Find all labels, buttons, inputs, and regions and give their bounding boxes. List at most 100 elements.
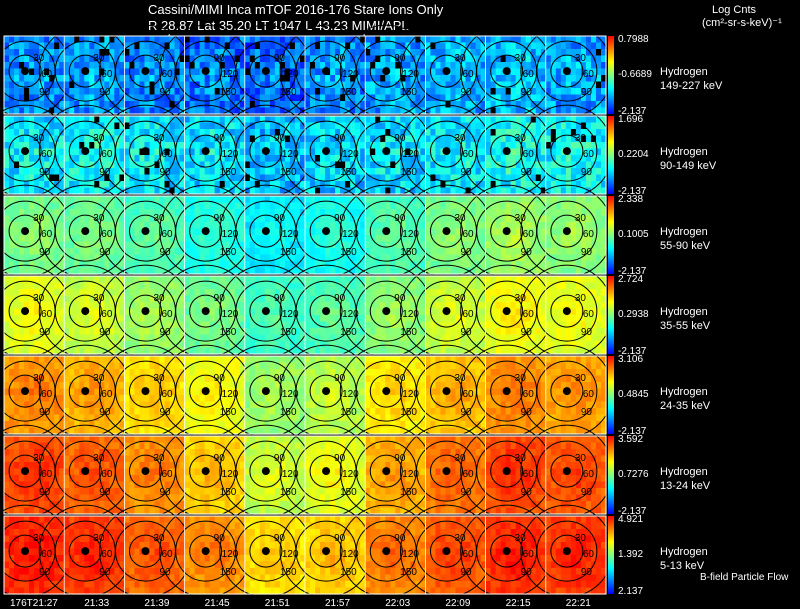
- contour-label: 60: [583, 309, 595, 320]
- heatmap-cell: [0, 104, 72, 198]
- contour-label: 120: [222, 229, 239, 240]
- field-marker: [322, 307, 331, 316]
- field-marker: [502, 547, 511, 556]
- colorbar-min: -2.137: [618, 106, 647, 117]
- heatmap-cell: [98, 264, 192, 358]
- heatmap-cell: [38, 184, 132, 278]
- colorbar-min: -2.137: [618, 186, 647, 197]
- heatmap-cell: [38, 504, 132, 598]
- field-marker: [21, 547, 30, 556]
- field-marker: [382, 307, 391, 316]
- contour-label: 30: [454, 133, 466, 144]
- contour-line: [8, 374, 42, 408]
- contour-line: [309, 54, 343, 88]
- contour-label: 30: [575, 293, 587, 304]
- field-marker: [201, 547, 210, 556]
- contour-label: 150: [280, 87, 297, 98]
- contour-label: 60: [583, 69, 595, 80]
- contour-label: 60: [161, 149, 173, 160]
- heatmap-cell: [0, 504, 72, 598]
- contour-label: 120: [342, 469, 359, 480]
- contour-label: 30: [575, 213, 587, 224]
- field-marker: [201, 467, 210, 476]
- field-marker: [81, 147, 90, 156]
- contour-label: 90: [334, 133, 346, 144]
- contour-label: 60: [462, 549, 474, 560]
- contour-label: 60: [161, 229, 173, 240]
- contour-label: 60: [101, 149, 113, 160]
- contour-label: 150: [220, 327, 237, 338]
- contour-label: 120: [402, 149, 419, 160]
- energy-range-label: 90-149 keV: [660, 160, 717, 172]
- contour-label: 120: [282, 149, 299, 160]
- colorbar-max: 4.921: [618, 514, 644, 525]
- field-marker: [81, 467, 90, 476]
- heatmap-cell: [38, 24, 132, 118]
- contour-label: 60: [101, 309, 113, 320]
- contour-line: [128, 374, 162, 408]
- contour-line: [490, 54, 524, 88]
- contour-label: 30: [515, 213, 527, 224]
- time-label: 21:45: [204, 598, 230, 609]
- field-marker: [201, 387, 210, 396]
- energy-range-label: 13-24 keV: [660, 480, 711, 492]
- contour-line: [8, 454, 42, 488]
- contour-line: [536, 120, 598, 182]
- field-marker: [382, 67, 391, 76]
- contour-label: 30: [515, 133, 527, 144]
- heatmap-cell: [520, 424, 614, 518]
- heatmap-cell: [98, 504, 192, 598]
- contour-label: 30: [575, 133, 587, 144]
- contour-label: 60: [523, 229, 535, 240]
- contour-label: 120: [282, 549, 299, 560]
- contour-line: [128, 54, 162, 88]
- contour-line: [536, 280, 598, 342]
- contour-label: 150: [340, 567, 357, 578]
- contour-label: 120: [342, 229, 359, 240]
- contour-label: 60: [523, 69, 535, 80]
- contour-label: 90: [334, 453, 346, 464]
- energy-range-label: 24-35 keV: [660, 400, 711, 412]
- contour-label: 150: [400, 87, 417, 98]
- contour-label: 30: [33, 453, 45, 464]
- field-marker: [322, 467, 331, 476]
- colorbar-max: 0.7988: [618, 34, 649, 45]
- contour-label: 30: [575, 373, 587, 384]
- field-marker: [562, 467, 571, 476]
- heatmap-cell: [0, 264, 72, 358]
- heatmap-cell: [460, 184, 554, 278]
- contour-label: 60: [161, 389, 173, 400]
- contour-label: 60: [583, 389, 595, 400]
- contour-label: 90: [581, 327, 593, 338]
- contour-label: 60: [161, 309, 173, 320]
- contour-label: 60: [523, 389, 535, 400]
- time-label: 22:03: [385, 598, 411, 609]
- field-marker: [442, 387, 451, 396]
- contour-label: 90: [394, 213, 406, 224]
- contour-line: [490, 454, 524, 488]
- contour-label: 150: [280, 567, 297, 578]
- field-marker: [261, 547, 270, 556]
- contour-line: [8, 54, 42, 88]
- contour-label: 120: [402, 69, 419, 80]
- contour-label: 90: [274, 453, 286, 464]
- colorbar-mid: 0.2204: [618, 149, 649, 160]
- contour-line: [189, 214, 223, 248]
- field-marker: [322, 547, 331, 556]
- contour-label: 90: [214, 373, 226, 384]
- contour-label: 150: [280, 407, 297, 418]
- contour-label: 90: [581, 407, 593, 418]
- time-label: 176T21:27: [10, 598, 58, 609]
- contour-label: 150: [220, 567, 237, 578]
- contour-label: 60: [523, 309, 535, 320]
- contour-line: [189, 374, 223, 408]
- contour-label: 90: [214, 293, 226, 304]
- contour-label: 120: [222, 69, 239, 80]
- energy-range-label: 149-227 keV: [660, 80, 723, 92]
- contour-line: [429, 214, 463, 248]
- time-label: 21:39: [144, 598, 170, 609]
- contour-label: 60: [101, 229, 113, 240]
- contour-line: [68, 134, 102, 168]
- contour-line: [550, 214, 584, 248]
